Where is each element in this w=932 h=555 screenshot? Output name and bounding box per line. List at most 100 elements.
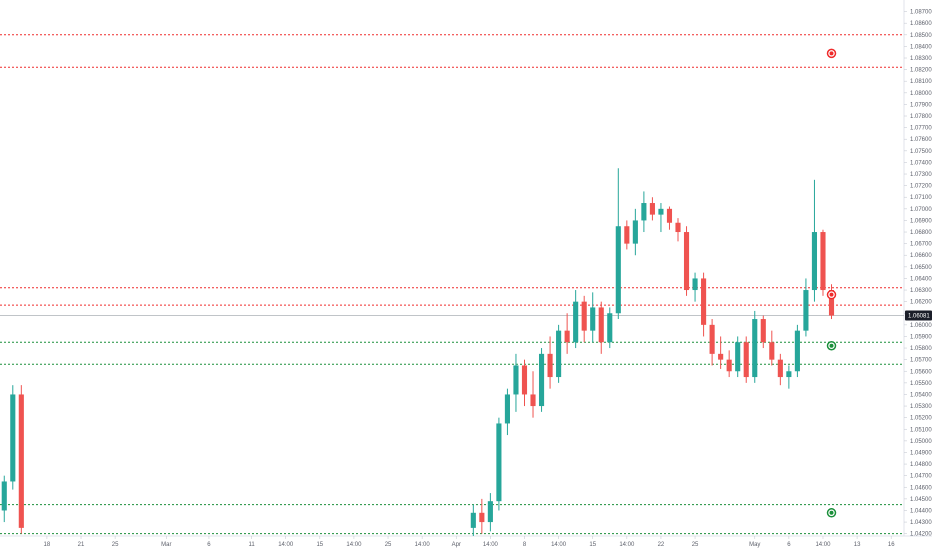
price-tick-label: 1.05400 — [910, 392, 932, 398]
price-tick-label: 1.07200 — [910, 184, 932, 190]
price-tick-label: 1.08200 — [910, 68, 932, 74]
price-tick-label: 1.07300 — [910, 172, 932, 178]
candle-body-37 — [760, 319, 766, 343]
price-tick-label: 1.07800 — [910, 114, 932, 120]
time-tick-label: Apr — [452, 542, 461, 548]
candle-body-0 — [1, 481, 7, 511]
time-axis[interactable]: 18 21 25 Mar 6 11 14:00 15 14:00 25 14:00 Apr 14:00 8… — [44, 536, 896, 548]
candle-body-11 — [538, 353, 545, 407]
candle-body-30 — [701, 278, 707, 325]
price-tick-label: 1.07400 — [910, 160, 932, 166]
candle-body-45 — [828, 290, 835, 316]
price-tick-label: 1.06900 — [910, 218, 932, 224]
price-tick-label: 1.08700 — [910, 10, 932, 16]
time-tick-label: 16 — [888, 542, 895, 548]
time-tick-label: 18 — [44, 542, 51, 548]
candle-body-4 — [479, 512, 485, 523]
price-tick-label: 1.04300 — [910, 520, 932, 526]
price-tick-label: 1.05200 — [910, 416, 932, 422]
price-tick-label: 1.06200 — [910, 300, 932, 306]
candle-body-16 — [581, 301, 587, 331]
candle-body-21 — [624, 226, 630, 244]
candle-body-35 — [743, 342, 749, 378]
time-tick-label: 11 — [248, 542, 255, 548]
candle-body-7 — [504, 394, 510, 424]
time-tick-label: Mar — [161, 542, 171, 548]
time-tick-label: 8 — [523, 542, 527, 548]
price-tick-label: 1.08300 — [910, 56, 932, 62]
candle-body-20 — [615, 226, 621, 314]
candle-body-8 — [513, 365, 519, 395]
time-tick-label: 25 — [112, 542, 119, 548]
candle-body-1 — [10, 394, 16, 482]
candle-body-13 — [556, 330, 562, 378]
price-tick-label: 1.05800 — [910, 346, 932, 352]
time-tick-label: 25 — [692, 542, 699, 548]
time-tick-label: 14:00 — [346, 542, 362, 548]
time-tick-label: 14:00 — [815, 542, 831, 548]
candle-body-5 — [487, 501, 493, 523]
candle-body-44 — [820, 232, 826, 291]
candle-body-42 — [803, 290, 809, 331]
time-tick-label: 15 — [316, 542, 323, 548]
price-tick-label: 1.05600 — [910, 369, 932, 375]
candle-body-3 — [470, 512, 476, 528]
candle-body-24 — [649, 203, 655, 215]
price-tick-label: 1.06300 — [910, 288, 932, 294]
price-tick-label: 1.07600 — [910, 137, 932, 143]
candle-body-32 — [718, 353, 724, 360]
price-tick-label: 1.07100 — [910, 195, 932, 201]
candle-body-14 — [564, 330, 570, 343]
price-tick-label: 1.08000 — [910, 91, 932, 97]
time-tick-label: 14:00 — [278, 542, 294, 548]
time-tick-label: 13 — [854, 542, 861, 548]
price-tick-label: 1.05500 — [910, 381, 932, 387]
time-tick-label: 6 — [787, 542, 791, 548]
candle-body-15 — [573, 301, 579, 343]
candle-body-38 — [769, 342, 775, 360]
candle-body-9 — [521, 365, 528, 395]
alert-marker-4-dot — [829, 510, 834, 515]
price-tick-label: 1.05100 — [910, 427, 932, 433]
price-tick-label: 1.06500 — [910, 265, 932, 271]
last-price-box — [905, 310, 932, 321]
price-tick-label: 1.06800 — [910, 230, 932, 236]
price-tick-label: 1.04400 — [910, 508, 932, 514]
price-tick-label: 1.04200 — [910, 532, 932, 538]
price-tick-label: 1.05700 — [910, 358, 932, 364]
alert-marker-2-dot — [829, 292, 834, 297]
candle-body-33 — [726, 359, 732, 372]
price-tick-label: 1.08100 — [910, 79, 932, 85]
price-tick-label: 1.06700 — [910, 242, 932, 248]
time-tick-label: 25 — [385, 542, 392, 548]
time-tick-label: 14:00 — [415, 542, 431, 548]
price-tick-label: 1.04900 — [910, 450, 932, 456]
price-axis[interactable]: 1.08700 1.08600 1.08500 1.08400 1.08300 1.082… — [904, 10, 932, 538]
time-tick-label: 14:00 — [619, 542, 635, 548]
price-tick-label: 1.07000 — [910, 207, 932, 213]
candle-body-27 — [675, 222, 681, 233]
price-tick-label: 1.07900 — [910, 102, 932, 108]
candle-body-25 — [658, 208, 664, 215]
price-tick-label: 1.07700 — [910, 126, 932, 132]
time-tick-label: 14:00 — [483, 542, 499, 548]
candle-body-10 — [530, 394, 536, 407]
candle-body-43 — [811, 232, 818, 291]
candle-body-26 — [666, 208, 673, 223]
price-tick-label: 1.04600 — [910, 485, 932, 491]
candle-body-22 — [632, 220, 638, 244]
price-tick-label: 1.04700 — [910, 474, 932, 480]
candle-body-19 — [607, 313, 613, 343]
candle-body-40 — [786, 371, 792, 378]
price-tick-label: 1.06000 — [910, 323, 932, 329]
last-price-value: 1.06081 — [908, 313, 930, 319]
candle-body-6 — [496, 423, 502, 502]
candle-body-12 — [547, 353, 553, 378]
alert-marker-3-dot — [829, 343, 834, 348]
candles — [1, 168, 835, 536]
alert-markers — [826, 48, 837, 518]
candle-body-41 — [794, 330, 800, 372]
